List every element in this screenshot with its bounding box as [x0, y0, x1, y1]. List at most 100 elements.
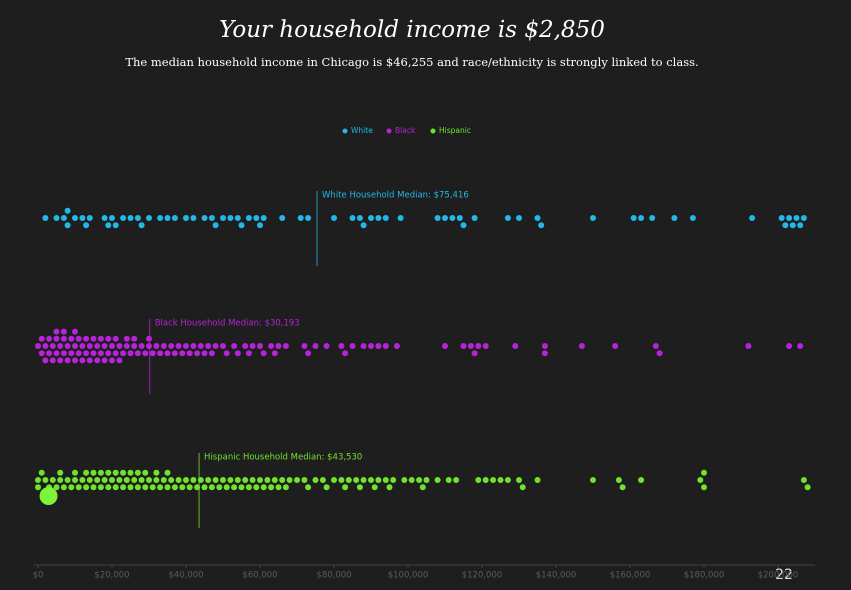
- dot: [419, 484, 426, 491]
- legend-label: White: [351, 126, 373, 135]
- dot: [305, 350, 312, 357]
- dot: [512, 343, 519, 349]
- dot: [194, 350, 201, 357]
- x-tick-label: $80,000: [316, 571, 351, 581]
- dot: [220, 215, 226, 221]
- dot: [538, 222, 545, 229]
- dot: [201, 484, 208, 491]
- dot: [227, 215, 234, 221]
- household-marker: [39, 487, 58, 505]
- x-tick-label: $0: [33, 571, 44, 581]
- dot: [64, 222, 71, 229]
- dot: [72, 469, 78, 476]
- dot: [127, 215, 134, 221]
- dot: [242, 343, 249, 349]
- dot: [120, 215, 127, 221]
- dot: [142, 484, 149, 491]
- dot: [186, 484, 193, 491]
- dot: [312, 477, 319, 483]
- dot: [434, 215, 441, 221]
- dot: [786, 215, 793, 221]
- dot: [800, 477, 807, 483]
- dot: [205, 477, 212, 483]
- dot: [164, 484, 171, 491]
- legend-swatch: [430, 128, 436, 134]
- dot: [745, 343, 752, 349]
- dot: [382, 477, 389, 483]
- dot: [138, 222, 145, 229]
- dot: [109, 215, 115, 221]
- dot: [190, 215, 197, 221]
- dot: [401, 477, 408, 483]
- dot: [179, 350, 186, 357]
- dot: [701, 484, 707, 491]
- dot: [360, 222, 367, 229]
- dot: [105, 484, 112, 491]
- dot: [72, 215, 78, 221]
- dot: [72, 477, 78, 483]
- dot: [60, 335, 67, 342]
- dot: [212, 477, 219, 483]
- dot: [72, 357, 78, 364]
- dot: [105, 335, 112, 342]
- dot: [120, 484, 127, 491]
- dot: [186, 350, 193, 357]
- dot: [64, 477, 71, 483]
- dot: [190, 343, 197, 349]
- dot: [238, 484, 245, 491]
- dot: [368, 215, 374, 221]
- dot: [342, 484, 349, 491]
- dot: [460, 222, 467, 229]
- dot: [53, 335, 60, 342]
- dot: [271, 350, 278, 357]
- dot: [460, 343, 467, 349]
- dot: [356, 215, 363, 221]
- dot: [35, 484, 41, 491]
- dot: [371, 484, 378, 491]
- dot: [590, 477, 596, 483]
- dot: [360, 343, 367, 349]
- dot: [375, 477, 382, 483]
- dot: [116, 343, 123, 349]
- dot: [190, 477, 197, 483]
- dot: [175, 477, 182, 483]
- dot: [57, 477, 64, 483]
- dot: [35, 343, 41, 349]
- dot: [127, 350, 134, 357]
- median-label: White Household Median: $75,416: [322, 191, 469, 201]
- dot: [397, 215, 404, 221]
- x-tick-label: $120,000: [462, 571, 503, 581]
- dot: [216, 484, 223, 491]
- dot: [689, 215, 696, 221]
- dot: [260, 215, 267, 221]
- dot: [782, 222, 789, 229]
- dot: [42, 343, 49, 349]
- dot: [231, 343, 238, 349]
- dot: [72, 328, 78, 335]
- dot: [231, 484, 238, 491]
- dot: [149, 484, 156, 491]
- dot: [279, 215, 286, 221]
- dot: [257, 222, 263, 229]
- dot: [253, 215, 260, 221]
- dot: [382, 343, 389, 349]
- dot: [123, 343, 130, 349]
- dot: [123, 335, 130, 342]
- dot: [112, 469, 119, 476]
- dot: [127, 469, 134, 476]
- dot: [619, 484, 626, 491]
- dot: [305, 484, 312, 491]
- dot: [49, 343, 56, 349]
- dot: [212, 222, 219, 229]
- dot: [109, 357, 115, 364]
- legend-swatch: [342, 128, 348, 134]
- dot: [482, 477, 489, 483]
- dot: [390, 477, 397, 483]
- dot: [338, 343, 345, 349]
- dot: [101, 477, 108, 483]
- dot: [701, 469, 707, 476]
- dot: [249, 477, 256, 483]
- dot: [35, 477, 41, 483]
- dot: [64, 207, 71, 214]
- dot: [164, 350, 171, 357]
